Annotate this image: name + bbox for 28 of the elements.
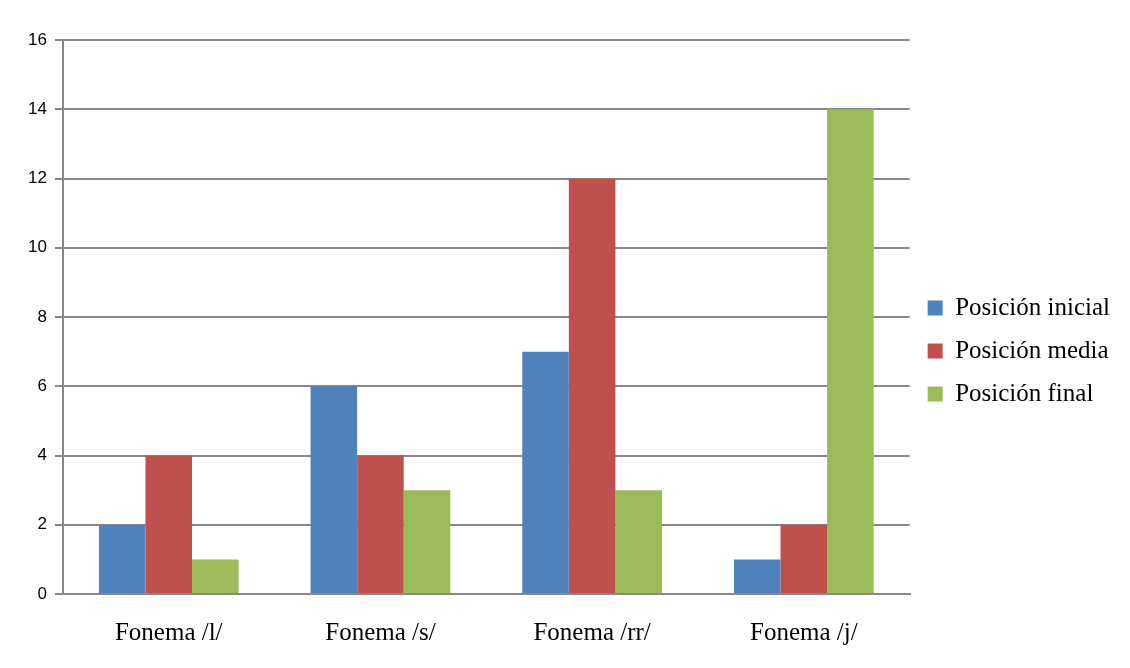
bar bbox=[827, 109, 874, 593]
y-tick-label: 4 bbox=[37, 445, 47, 465]
bar bbox=[522, 351, 569, 593]
bar bbox=[568, 178, 616, 593]
x-tick-label: Fonema /l/ bbox=[114, 617, 223, 645]
y-tick-label: 6 bbox=[37, 375, 47, 395]
bar bbox=[192, 559, 239, 593]
bar bbox=[403, 490, 451, 593]
x-tick-label: Fonema /s/ bbox=[325, 617, 436, 645]
y-tick-label: 16 bbox=[27, 29, 47, 49]
bar bbox=[733, 559, 781, 593]
y-tick-label: 14 bbox=[27, 98, 47, 118]
legend-label: Posición inicial bbox=[955, 292, 1111, 320]
y-tick-label: 2 bbox=[37, 514, 47, 534]
y-tick-label: 10 bbox=[27, 237, 47, 257]
legend-label: Posición media bbox=[955, 335, 1109, 363]
x-tick-label: Fonema /rr/ bbox=[533, 617, 651, 645]
y-tick-label: 12 bbox=[27, 168, 47, 188]
bar bbox=[310, 386, 358, 593]
bar bbox=[357, 455, 404, 593]
legend-label: Posición final bbox=[955, 378, 1094, 406]
x-tick-label: Fonema /j/ bbox=[749, 617, 858, 645]
bar bbox=[98, 524, 146, 593]
y-tick-label: 8 bbox=[37, 306, 47, 326]
bar bbox=[780, 524, 828, 593]
bar bbox=[615, 490, 662, 593]
bar bbox=[145, 455, 193, 593]
y-tick-label: 0 bbox=[37, 583, 47, 603]
